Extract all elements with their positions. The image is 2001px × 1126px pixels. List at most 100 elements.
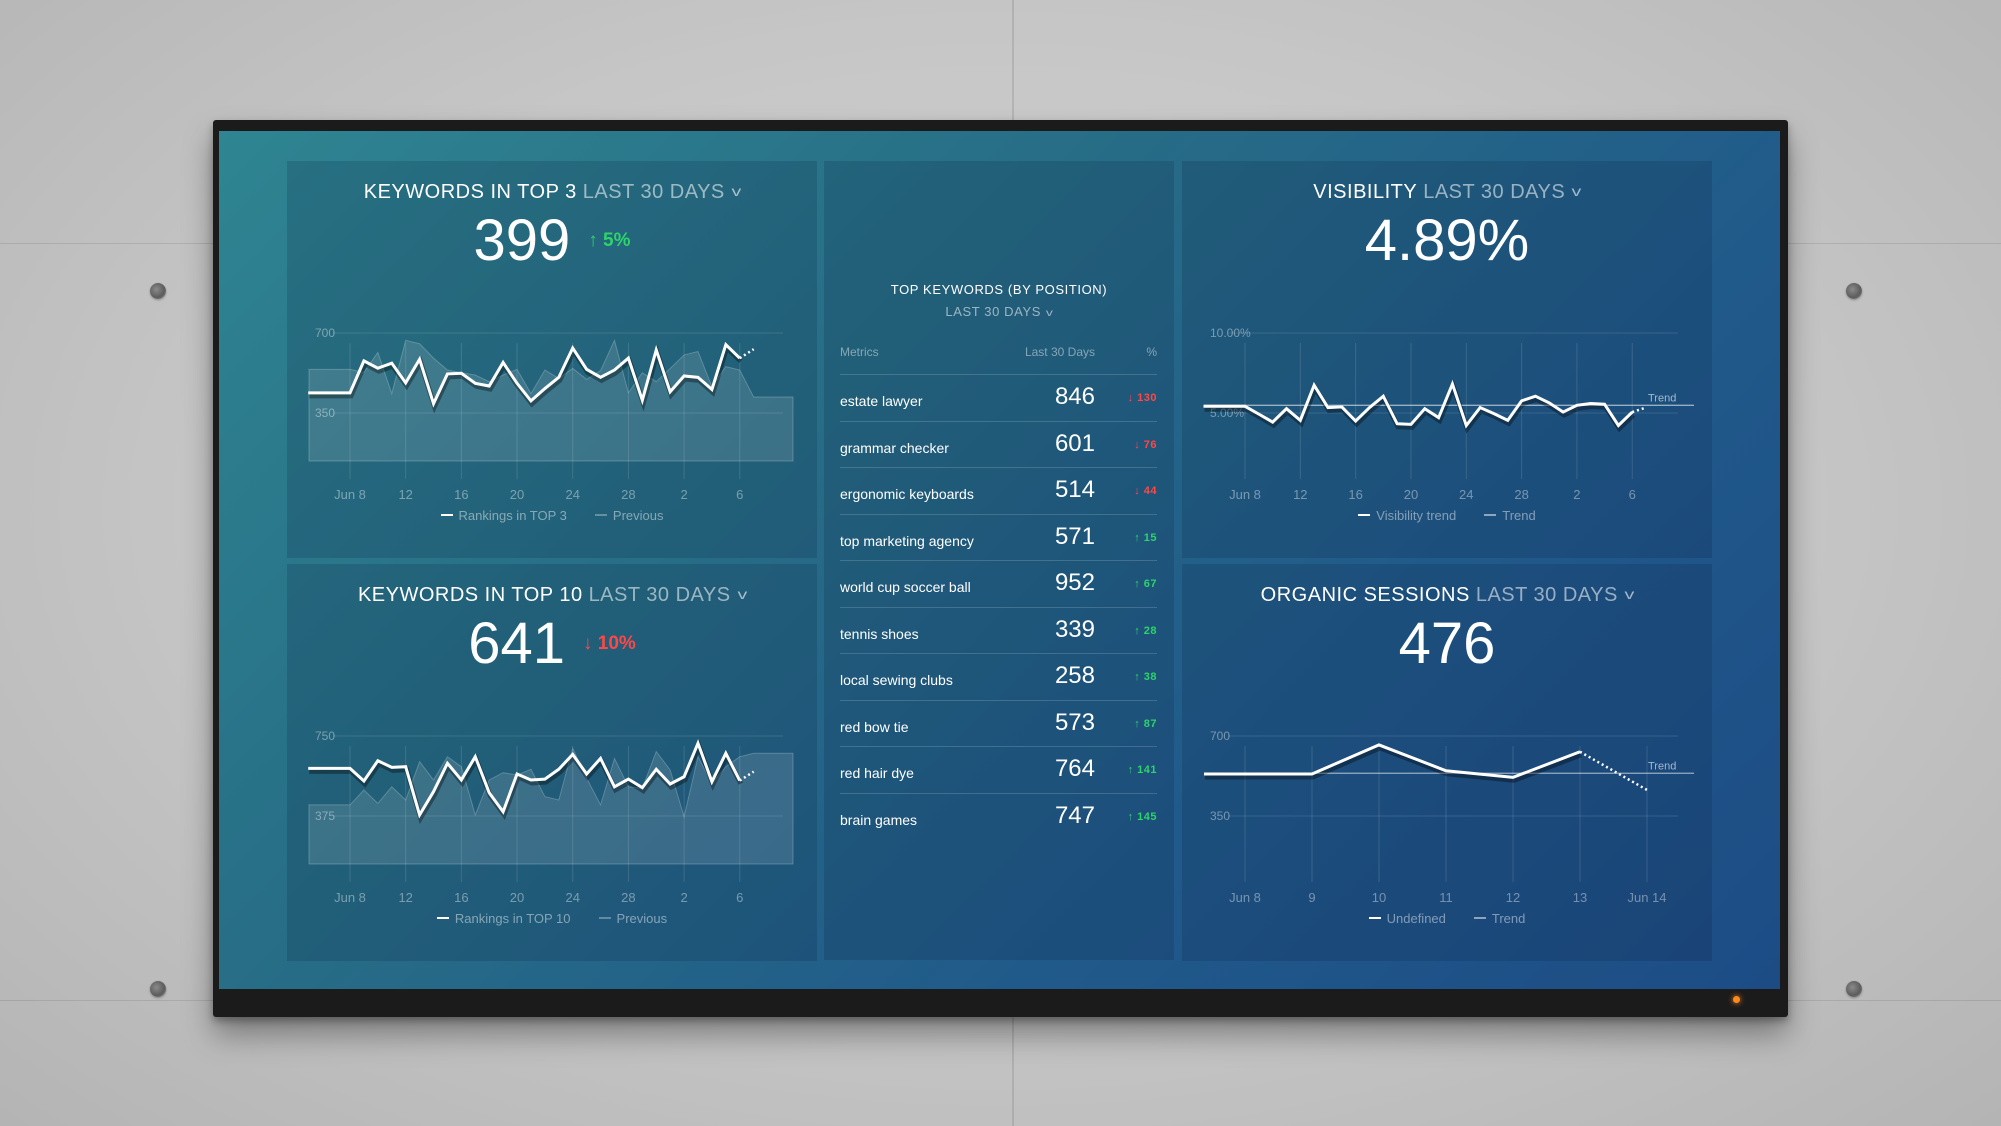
forecast-line [1579, 750, 1648, 792]
previous-area [308, 746, 794, 865]
y-tick-label: 750 [315, 729, 335, 743]
keyword-change: ↑ 38 [1134, 671, 1157, 683]
x-tick-label: 28 [1514, 487, 1528, 502]
x-tick-label: Jun 8 [1229, 890, 1261, 905]
trend-label: Trend [1648, 392, 1676, 404]
period-dropdown[interactable]: LAST 30 DAYS [588, 584, 731, 606]
keyword-name: red bow tie [840, 718, 909, 735]
legend-item: Rankings in TOP 10 [436, 911, 571, 926]
x-tick-label: 20 [510, 487, 524, 502]
table-row[interactable]: world cup soccer ball 952 ↑ 67 [840, 560, 1157, 607]
arrow-down-icon: ↓ [1134, 438, 1141, 451]
y-tick-label: 350 [1210, 809, 1230, 823]
keyword-name: red hair dye [840, 765, 914, 781]
keyword-change: ↓ 130 [1128, 392, 1157, 404]
y-tick-label: 375 [315, 809, 335, 823]
chevron-down-icon[interactable]: v [1045, 308, 1054, 319]
x-tick-label: 12 [1506, 890, 1520, 905]
x-tick-label: 13 [1573, 890, 1587, 905]
period-dropdown[interactable]: LAST 30 DAYS v [824, 304, 1174, 319]
arrow-up-icon: ↑ [1134, 531, 1141, 544]
top-keywords-panel: TOP KEYWORDS (BY POSITION) LAST 30 DAYS v… [824, 161, 1174, 960]
chart-legend: Rankings in TOP 3 Previous [287, 508, 817, 523]
y-tick-label: 5.00% [1210, 406, 1244, 420]
legend-item: Previous [598, 911, 667, 926]
x-tick-label: 16 [454, 890, 468, 905]
period-dropdown[interactable]: LAST 30 DAYS [1423, 181, 1566, 203]
table-row[interactable]: tennis shoes 339 ↑ 28 [840, 606, 1157, 654]
column-header-percent: % [1146, 345, 1157, 359]
chart-top3: 700 350 Jun 8 12 16 20 24 28 2 6 [308, 326, 794, 502]
metric-value-row: 399 ↑ 5% [287, 209, 817, 273]
wall-screw [1846, 981, 1862, 997]
period-dropdown[interactable]: LAST 30 DAYS [582, 181, 725, 203]
legend-label: Rankings in TOP 3 [458, 508, 567, 523]
keyword-value: 573 [1054, 708, 1095, 736]
period-dropdown[interactable]: LAST 30 DAYS [1475, 584, 1618, 606]
legend-swatch [440, 514, 453, 516]
table-title: TOP KEYWORDS (BY POSITION) [890, 282, 1108, 297]
keyword-name: world cup soccer ball [840, 579, 971, 595]
keyword-name: local sewing clubs [840, 672, 953, 688]
keyword-value: 846 [1054, 383, 1095, 410]
table-row[interactable]: red bow tie 573 ↑ 87 [840, 699, 1157, 747]
arrow-up-icon: ↑ [1134, 624, 1141, 637]
keyword-value: 601 [1054, 429, 1095, 457]
legend-swatch [436, 917, 449, 919]
x-tick-label: 16 [1348, 487, 1362, 502]
x-tick-label: 12 [398, 890, 412, 905]
chevron-down-icon[interactable]: v [1571, 183, 1583, 199]
x-tick-label: 24 [565, 487, 579, 502]
change-value: 44 [1143, 485, 1157, 497]
keyword-value: 571 [1054, 522, 1095, 550]
arrow-up-icon: ↑ [1127, 810, 1134, 823]
legend-swatch [598, 917, 611, 919]
arrow-down-icon: ↓ [1127, 392, 1134, 404]
x-tick-label: 11 [1439, 890, 1453, 905]
change-value: 87 [1143, 717, 1157, 730]
keyword-value: 514 [1054, 476, 1095, 503]
x-tick-label: 24 [1459, 487, 1473, 502]
table-row[interactable]: top marketing agency 571 ↑ 15 [840, 513, 1157, 561]
table-row[interactable]: red hair dye 764 ↑ 141 [840, 746, 1157, 793]
legend-label: Previous [612, 508, 664, 523]
keyword-change: ↑ 15 [1134, 532, 1157, 544]
tv-frame: KEYWORDS IN TOP 3 LAST 30 DAYS v 399 ↑ 5% 7… [213, 120, 1788, 1017]
x-tick-label: 24 [565, 890, 579, 905]
chevron-down-icon[interactable]: v [731, 183, 742, 199]
keyword-value: 764 [1054, 755, 1095, 782]
wall-screw [150, 283, 166, 299]
legend-item: Visibility trend [1358, 508, 1456, 523]
change-value: 28 [1143, 624, 1157, 637]
power-led [1733, 996, 1740, 1003]
x-tick-label: Jun 8 [334, 487, 366, 502]
legend-item: Trend [1484, 508, 1536, 523]
keywords-top3-panel: KEYWORDS IN TOP 3 LAST 30 DAYS v 399 ↑ 5% 7… [287, 161, 817, 558]
chart-legend: Visibility trend Trend [1182, 508, 1712, 523]
arrow-down-icon: ↓ [582, 633, 593, 654]
keyword-change: ↓ 76 [1134, 439, 1157, 451]
table-row[interactable]: local sewing clubs 258 ↑ 38 [840, 653, 1157, 700]
change-value: 10% [597, 633, 636, 654]
x-tick-label: 16 [454, 487, 468, 502]
x-tick-label: 28 [621, 487, 635, 502]
panel-title: ORGANIC SESSIONS [1260, 584, 1470, 606]
chevron-down-icon[interactable]: v [737, 586, 748, 602]
keyword-name: top marketing agency [840, 532, 974, 549]
change-value: 5% [603, 230, 631, 251]
legend-swatch [1484, 514, 1497, 516]
x-tick-label: Jun 8 [1229, 487, 1261, 502]
dashboard-screen: KEYWORDS IN TOP 3 LAST 30 DAYS v 399 ↑ 5% 7… [219, 131, 1780, 989]
x-tick-label: 2 [680, 890, 687, 905]
trend-label: Trend [1648, 760, 1676, 772]
legend-swatch [1473, 917, 1486, 919]
table-row[interactable]: grammar checker 601 ↓ 76 [840, 420, 1157, 468]
organic-sessions-panel: ORGANIC SESSIONS LAST 30 DAYS v 476 700 350… [1182, 564, 1712, 961]
table-row[interactable]: estate lawyer 846 ↓ 130 [840, 374, 1157, 421]
table-row[interactable]: brain games 747 ↑ 145 [840, 792, 1157, 840]
change-badge: ↑ 5% [588, 230, 630, 251]
x-tick-label: Jun 8 [334, 890, 366, 905]
chevron-down-icon[interactable]: v [1624, 586, 1635, 602]
legend-swatch [1368, 917, 1381, 919]
table-row[interactable]: ergonomic keyboards 514 ↓ 44 [840, 467, 1157, 514]
